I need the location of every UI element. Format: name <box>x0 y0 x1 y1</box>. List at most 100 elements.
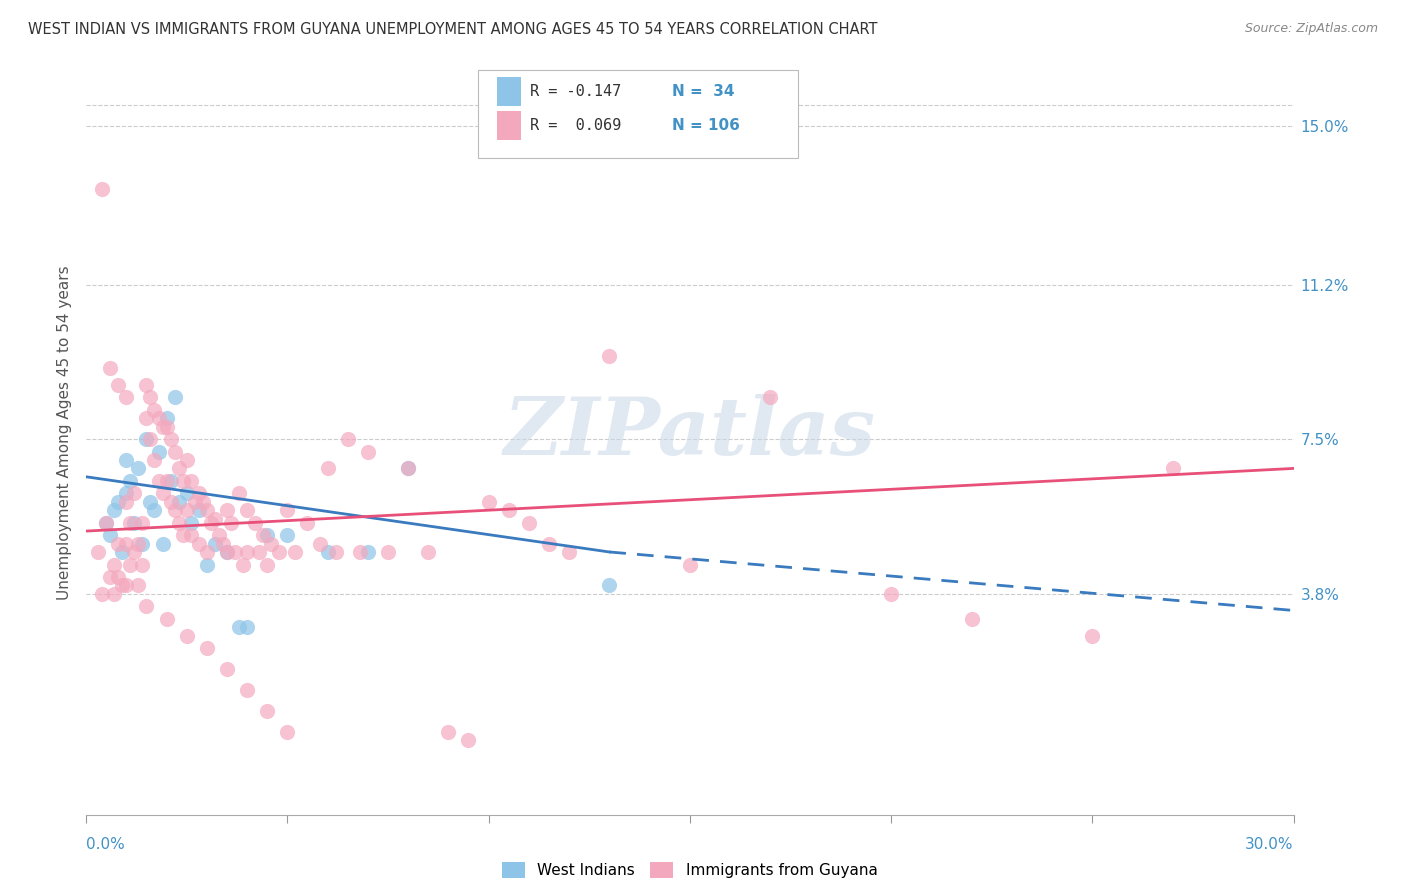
Point <box>256 528 278 542</box>
Point <box>325 545 347 559</box>
Point <box>276 724 298 739</box>
Text: N = 106: N = 106 <box>672 118 740 133</box>
Point <box>135 377 157 392</box>
Point <box>111 578 134 592</box>
Point <box>152 536 174 550</box>
Point <box>163 503 186 517</box>
Point <box>131 536 153 550</box>
Point <box>120 516 142 530</box>
Point <box>224 545 246 559</box>
Point <box>127 536 149 550</box>
Point <box>187 486 209 500</box>
Point <box>120 474 142 488</box>
Point <box>260 536 283 550</box>
Text: Source: ZipAtlas.com: Source: ZipAtlas.com <box>1244 22 1378 36</box>
Point <box>148 474 170 488</box>
Point <box>143 503 166 517</box>
Point <box>396 461 419 475</box>
Point <box>98 570 121 584</box>
Point <box>498 503 520 517</box>
Point <box>115 578 138 592</box>
Point <box>191 495 214 509</box>
Point <box>155 419 177 434</box>
Point <box>297 516 319 530</box>
Text: N =  34: N = 34 <box>672 85 734 100</box>
Point <box>215 545 238 559</box>
Point <box>247 545 270 559</box>
Point <box>232 558 254 572</box>
Point <box>537 536 560 550</box>
Point <box>139 432 162 446</box>
Point <box>215 545 238 559</box>
Point <box>219 516 242 530</box>
Point <box>759 391 782 405</box>
Point <box>204 536 226 550</box>
Point <box>172 528 194 542</box>
Point <box>131 558 153 572</box>
Bar <box>496 78 520 106</box>
Point <box>195 545 218 559</box>
Point <box>91 181 114 195</box>
Point <box>598 349 620 363</box>
Point <box>236 620 259 634</box>
Text: ZIPatlas: ZIPatlas <box>503 394 876 472</box>
Point <box>139 495 162 509</box>
Point <box>252 528 274 542</box>
Text: R = -0.147: R = -0.147 <box>530 85 621 100</box>
Point <box>87 545 110 559</box>
Point <box>477 495 499 509</box>
Point <box>377 545 399 559</box>
Point <box>103 558 125 572</box>
Point <box>107 377 129 392</box>
Point <box>176 453 198 467</box>
Point <box>195 641 218 656</box>
Point <box>143 403 166 417</box>
Point <box>148 411 170 425</box>
Y-axis label: Unemployment Among Ages 45 to 54 years: Unemployment Among Ages 45 to 54 years <box>58 266 72 600</box>
Point <box>437 724 460 739</box>
FancyBboxPatch shape <box>478 70 799 158</box>
Point <box>107 536 129 550</box>
Point <box>200 516 222 530</box>
Point <box>276 528 298 542</box>
Point <box>111 545 134 559</box>
Point <box>124 516 146 530</box>
Point <box>176 503 198 517</box>
Point <box>127 461 149 475</box>
Point <box>1161 461 1184 475</box>
Point <box>558 545 581 559</box>
Point <box>159 432 181 446</box>
Point <box>107 570 129 584</box>
Point <box>243 516 266 530</box>
Point <box>349 545 371 559</box>
Point <box>135 599 157 614</box>
Legend: West Indians, Immigrants from Guyana: West Indians, Immigrants from Guyana <box>496 855 883 884</box>
Point <box>679 558 702 572</box>
Point <box>236 503 259 517</box>
Point <box>336 432 359 446</box>
Point <box>107 495 129 509</box>
Point <box>159 474 181 488</box>
Point <box>215 503 238 517</box>
Point <box>167 461 190 475</box>
Point <box>284 545 307 559</box>
Point <box>184 495 207 509</box>
Point <box>167 495 190 509</box>
Point <box>308 536 330 550</box>
Point <box>187 536 209 550</box>
Point <box>167 516 190 530</box>
Point <box>228 486 250 500</box>
Point <box>1081 628 1104 642</box>
Point <box>98 528 121 542</box>
Point <box>139 391 162 405</box>
Point <box>159 495 181 509</box>
Point <box>180 528 202 542</box>
Point <box>163 391 186 405</box>
Point <box>180 516 202 530</box>
Point <box>115 453 138 467</box>
Point <box>880 587 903 601</box>
Point <box>124 486 146 500</box>
Point <box>180 474 202 488</box>
Point <box>204 511 226 525</box>
Point <box>163 444 186 458</box>
